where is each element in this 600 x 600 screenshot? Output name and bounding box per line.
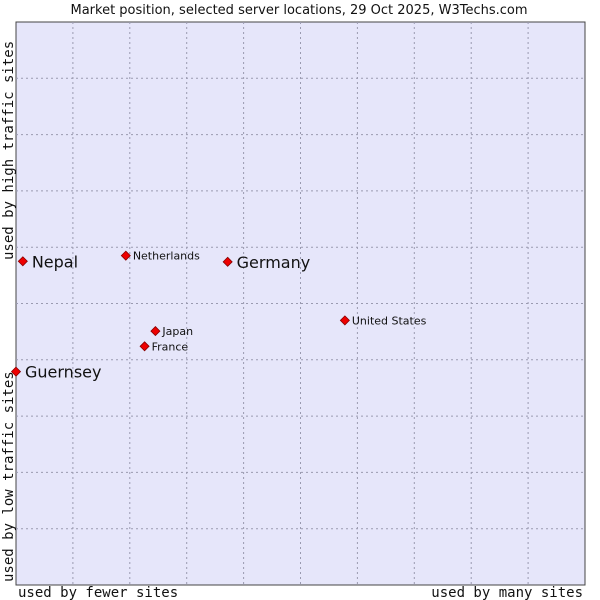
y-axis-label-high: used by high traffic sites [1,41,17,260]
x-axis-label-high: used by many sites [431,585,583,600]
point-marker-netherlands [120,250,131,261]
point-label-france: France [152,340,189,353]
point-label-netherlands: Netherlands [133,250,200,263]
grid-lines [16,22,585,585]
point-marker-japan [150,326,161,337]
point-label-nepal: Nepal [32,252,78,271]
point-marker-guernsey [10,366,22,377]
point-label-united-states: United States [352,314,427,327]
point-label-guernsey: Guernsey [25,363,101,382]
point-marker-france [139,341,150,352]
point-label-japan: Japan [161,325,193,338]
point-marker-nepal [17,256,28,267]
point-marker-germany [222,256,233,267]
chart-title: Market position, selected server locatio… [70,3,527,18]
point-marker-united-states [339,315,350,326]
x-axis-label-low: used by fewer sites [18,585,178,600]
point-label-germany: Germany [237,253,311,272]
y-axis-label-low: used by low traffic sites [1,371,17,582]
data-points: Nepal Netherlands Germany United States Japa… [10,250,427,382]
